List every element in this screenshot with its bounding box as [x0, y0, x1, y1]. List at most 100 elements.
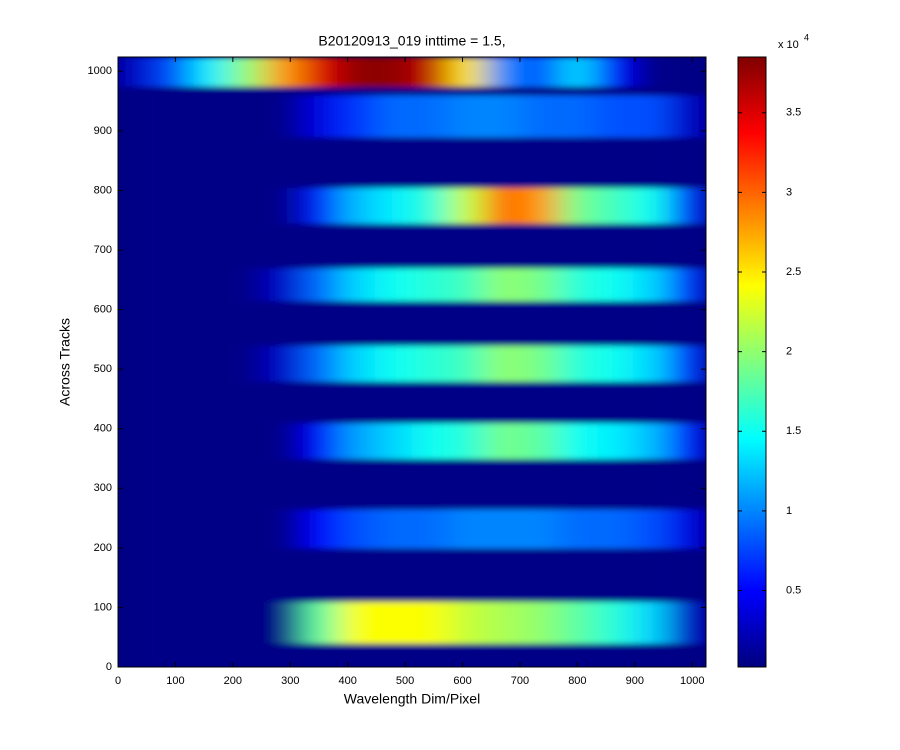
heatmap-cell: [265, 381, 303, 424]
colorbar-tick-label: 1.5: [786, 425, 801, 437]
y-tick-label: 100: [94, 601, 112, 613]
heatmap-cell: [338, 57, 376, 87]
heatmap-cell: [632, 345, 670, 382]
heatmap-cell: [669, 422, 706, 460]
plot-frame: [117, 56, 707, 668]
heatmap-cell: [632, 422, 670, 460]
heatmap-cell: [301, 136, 339, 188]
heatmap-cell: [154, 300, 192, 346]
x-tick-label: 200: [224, 675, 242, 687]
heatmap-cell: [632, 267, 670, 302]
y-tick-label: 900: [94, 125, 112, 137]
heatmap-cell: [669, 95, 706, 138]
heatmap-cell: [412, 643, 450, 667]
heatmap-cell: [191, 643, 229, 667]
heatmap-cell: [154, 267, 192, 302]
heatmap-cell: [412, 136, 450, 188]
heatmap-cell: [375, 458, 413, 510]
heatmap-cell: [632, 95, 670, 138]
heatmap-cell: [669, 57, 706, 87]
heatmap-cell: [154, 458, 192, 510]
heatmap-cell: [118, 643, 156, 667]
heatmap-cell: [632, 381, 670, 424]
heatmap-cell: [118, 223, 156, 269]
x-tick-label: 700: [511, 675, 529, 687]
heatmap-cell: [118, 381, 156, 424]
heatmap-cell: [559, 458, 597, 510]
heatmap-cell: [559, 187, 597, 224]
heatmap-cell: [191, 381, 229, 424]
heatmap-cell: [669, 509, 706, 549]
heatmap-cell: [338, 187, 376, 224]
heatmap-cell: [669, 345, 706, 382]
heatmap-cell: [191, 458, 229, 510]
colorbar-tick-label: 3.5: [786, 107, 801, 119]
heatmap-cell: [485, 187, 523, 224]
y-tick-label: 1000: [88, 65, 112, 77]
heatmap-cell: [301, 86, 339, 96]
heatmap-cell: [154, 643, 192, 667]
heatmap-cell: [265, 601, 303, 644]
heatmap-cell: [412, 422, 450, 460]
x-tick-label: 600: [453, 675, 471, 687]
heatmap-cell: [228, 136, 266, 188]
heatmap-cell: [559, 643, 597, 667]
heatmap-cell: [595, 547, 633, 602]
heatmap-cell: [301, 267, 339, 302]
heatmap-cell: [448, 223, 486, 269]
heatmap-cell: [228, 57, 266, 87]
heatmap-cell: [522, 422, 560, 460]
heatmap-cell: [632, 57, 670, 87]
heatmap-cell: [448, 136, 486, 188]
heatmap-cell: [485, 643, 523, 667]
heatmap-cell: [632, 547, 670, 602]
heatmap-cell: [595, 57, 633, 87]
heatmap-cell: [522, 300, 560, 346]
heatmap-cell: [522, 381, 560, 424]
heatmap-cell: [301, 57, 339, 87]
heatmap-cell: [485, 422, 523, 460]
heatmap-cell: [265, 509, 303, 549]
heatmap-cell: [301, 601, 339, 644]
heatmap-cell: [228, 187, 266, 224]
heatmap-cell: [522, 57, 560, 87]
heatmap-cell: [559, 223, 597, 269]
heatmap-cell: [338, 95, 376, 138]
heatmap-cell: [228, 509, 266, 549]
heatmap-cell: [154, 187, 192, 224]
heatmap-cell: [338, 509, 376, 549]
heatmap-cell: [118, 547, 156, 602]
colorbar-tick-label: 3: [786, 186, 792, 198]
heatmap-cell: [412, 300, 450, 346]
colorbar: [737, 56, 767, 668]
heatmap-cell: [118, 136, 156, 188]
heatmap-cell: [338, 136, 376, 188]
heatmap-cell: [448, 300, 486, 346]
heatmap-cell: [191, 136, 229, 188]
heatmap-cell: [485, 547, 523, 602]
heatmap-cell: [191, 57, 229, 87]
heatmap-cell: [191, 422, 229, 460]
heatmap-cell: [375, 267, 413, 302]
heatmap-cell: [485, 458, 523, 510]
heatmap-cell: [632, 136, 670, 188]
heatmap-cell: [448, 267, 486, 302]
heatmap-cell: [154, 381, 192, 424]
colorbar-tick-label: 1: [786, 505, 792, 517]
heatmap-cell: [669, 187, 706, 224]
heatmap-cell: [559, 547, 597, 602]
x-tick-label: 800: [568, 675, 586, 687]
heatmap-cell: [448, 57, 486, 87]
heatmap-cell: [595, 422, 633, 460]
heatmap-cell: [559, 86, 597, 96]
heatmap-cell: [559, 136, 597, 188]
heatmap-cell: [448, 458, 486, 510]
heatmap-cell: [191, 95, 229, 138]
heatmap-cell: [522, 345, 560, 382]
heatmap-cell: [118, 57, 156, 87]
heatmap-cell: [595, 643, 633, 667]
heatmap-cell: [448, 345, 486, 382]
heatmap-cell: [265, 422, 303, 460]
heatmap-cell: [301, 547, 339, 602]
heatmap-cell: [559, 345, 597, 382]
